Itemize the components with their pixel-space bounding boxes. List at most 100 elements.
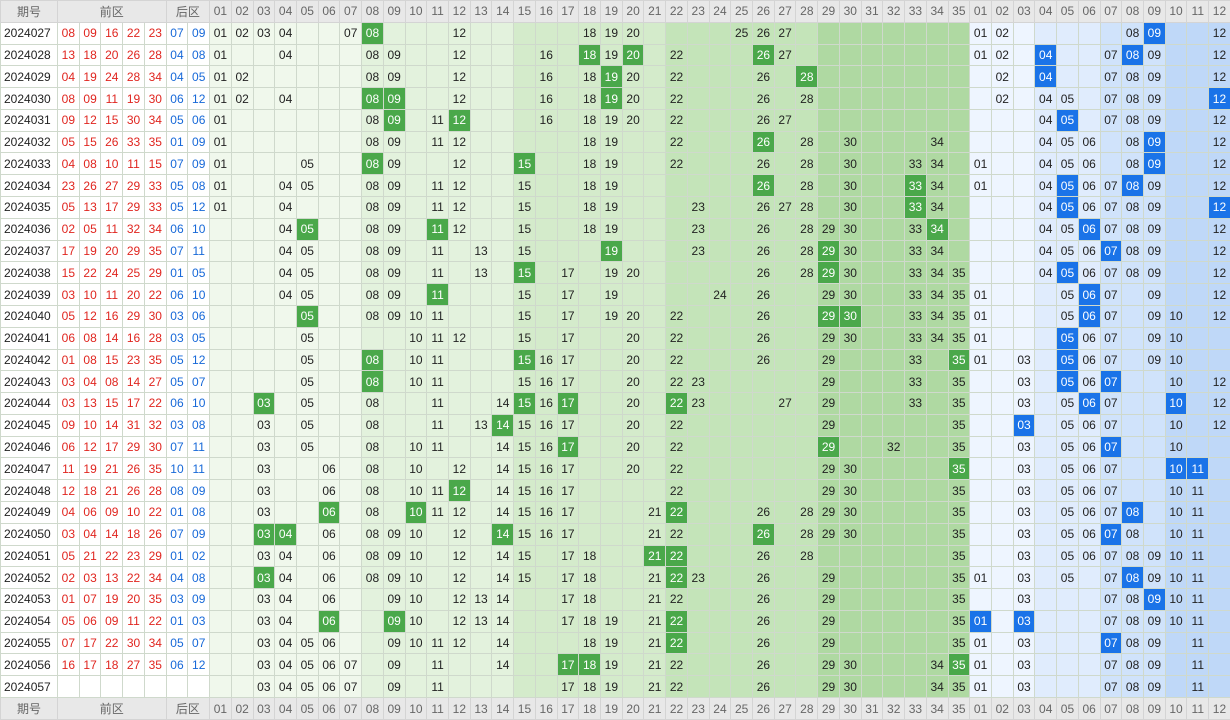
front-cell	[447, 370, 471, 394]
front-number: 22	[143, 500, 167, 524]
front-number: 16	[57, 653, 80, 677]
back-cell	[1164, 43, 1188, 67]
front-cell	[708, 261, 732, 285]
front-col-label: 17	[556, 697, 580, 720]
front-cell	[230, 479, 254, 502]
back-cell	[1208, 653, 1230, 677]
front-cell: 20	[621, 108, 645, 132]
back-cell	[990, 588, 1014, 611]
front-number: 03	[57, 522, 80, 546]
back-cell	[1186, 239, 1210, 263]
back-col-label: 01	[969, 0, 992, 23]
front-cell: 26	[752, 631, 775, 655]
front-cell	[361, 588, 384, 611]
front-cell	[578, 522, 601, 546]
front-number: 21	[100, 457, 124, 481]
front-cell	[317, 392, 341, 415]
front-cell	[600, 500, 623, 524]
front-number: 20	[122, 588, 145, 611]
front-header: 前区	[57, 697, 167, 720]
back-cell: 06	[1077, 370, 1101, 394]
front-cell	[469, 392, 493, 415]
front-cell	[686, 588, 710, 611]
front-cell	[904, 675, 927, 698]
front-cell: 29	[817, 479, 840, 502]
front-cell	[295, 108, 319, 132]
front-cell	[882, 87, 906, 110]
front-cell: 08	[361, 457, 384, 481]
front-cell: 35	[947, 588, 971, 611]
back-cell: 07	[1099, 65, 1123, 89]
period: 2024040	[0, 304, 58, 328]
front-cell	[795, 21, 819, 45]
back-cell	[1012, 130, 1036, 154]
back-cell: 08	[1121, 609, 1144, 633]
front-cell	[795, 566, 819, 590]
back-cell: 08	[1121, 65, 1144, 89]
front-cell	[534, 130, 558, 154]
back-hit: 05	[1056, 348, 1079, 372]
back-cell	[969, 196, 992, 219]
front-cell	[795, 43, 819, 67]
front-number: 33	[143, 196, 167, 219]
front-number: 23	[143, 21, 167, 45]
front-cell	[317, 43, 341, 67]
back-cell: 03	[1012, 522, 1036, 546]
front-cell: 06	[317, 479, 341, 502]
front-cell	[643, 87, 667, 110]
front-cell	[339, 108, 363, 132]
back-cell	[1012, 304, 1036, 328]
front-cell	[578, 283, 601, 306]
front-cell	[947, 65, 971, 89]
back-cell	[1186, 435, 1210, 459]
front-cell	[882, 21, 906, 45]
front-cell	[708, 522, 732, 546]
back-cell: 09	[1142, 43, 1166, 67]
front-cell: 18	[578, 130, 601, 154]
front-cell	[382, 370, 406, 394]
front-cell	[426, 457, 449, 481]
front-cell: 05	[295, 174, 319, 198]
period: 2024031	[0, 108, 58, 132]
front-cell	[556, 21, 580, 45]
front-cell	[708, 479, 732, 502]
back-hit: 06	[1077, 217, 1101, 241]
back-col-label: 04	[1034, 697, 1058, 720]
front-cell: 09	[382, 653, 406, 677]
front-cell	[469, 435, 493, 459]
back-cell	[1121, 283, 1144, 306]
front-cell	[252, 43, 276, 67]
front-col-label: 21	[643, 697, 667, 720]
front-cell	[339, 479, 363, 502]
front-cell	[730, 87, 754, 110]
front-cell: 18	[578, 21, 601, 45]
front-cell	[773, 217, 797, 241]
front-cell	[773, 479, 797, 502]
front-cell: 07	[339, 675, 363, 698]
front-col-label: 09	[382, 697, 406, 720]
front-hit: 21	[643, 544, 667, 568]
period: 2024034	[0, 174, 58, 198]
front-cell: 28	[795, 152, 819, 176]
back-cell	[969, 544, 992, 568]
front-number: 19	[78, 457, 102, 481]
front-cell: 22	[665, 65, 688, 89]
front-hit: 22	[665, 566, 688, 590]
back-hit: 08	[1121, 43, 1144, 67]
front-number: 30	[143, 87, 167, 110]
front-cell: 13	[469, 239, 493, 263]
front-cell: 11	[426, 653, 449, 677]
back-cell	[969, 239, 992, 263]
front-number: 04	[78, 522, 102, 546]
back-cell: 07	[1099, 304, 1123, 328]
front-cell	[230, 566, 254, 590]
back-cell	[1034, 675, 1058, 698]
front-cell	[209, 631, 232, 655]
front-cell: 06	[317, 588, 341, 611]
back-cell: 11	[1186, 544, 1210, 568]
front-cell: 27	[773, 196, 797, 219]
front-cell	[469, 675, 493, 698]
front-cell	[534, 239, 558, 263]
back-cell: 05	[1056, 544, 1079, 568]
front-cell: 15	[513, 196, 536, 219]
